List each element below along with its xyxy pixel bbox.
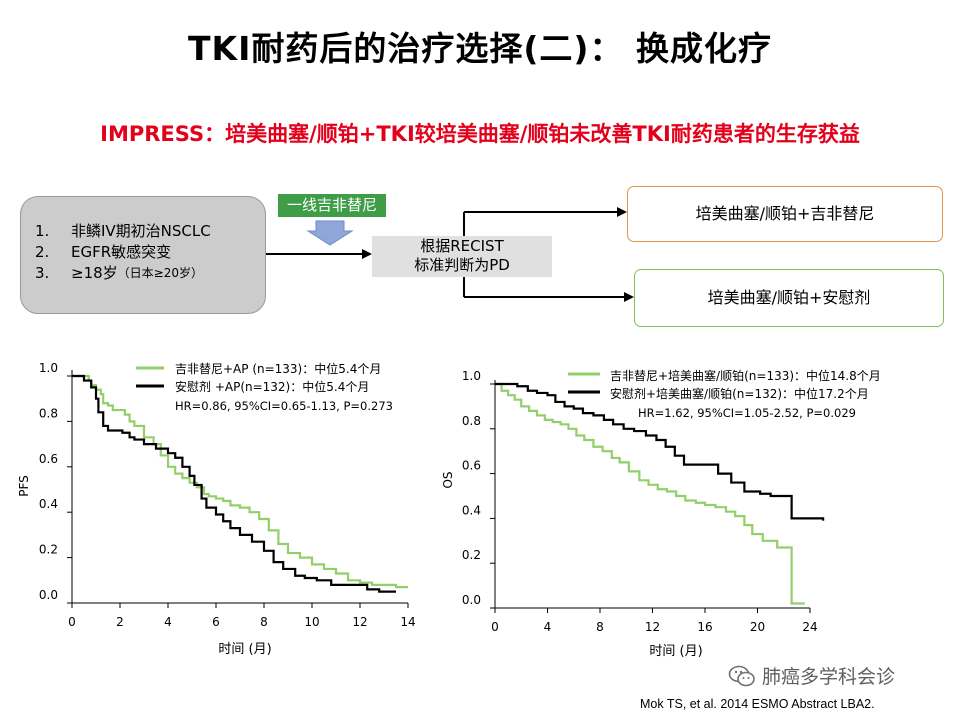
arrowhead-icon <box>617 207 627 217</box>
km-curve-series-2 <box>72 374 396 593</box>
os-chart: 0 4 8 12 16 20 240.00.20.40.60.81.0 OS 时间 (月) … <box>441 368 881 659</box>
pfs-chart: 0 2 4 6 8 10 12 14 0.0 0.2 0.4 0.6 0.8 1.0 PFS 时间 (月)… <box>17 361 416 657</box>
x-tick-label: 8 <box>596 620 604 634</box>
criterion-number: 2. <box>35 243 50 261</box>
x-tick-label: 12 <box>645 620 660 634</box>
criterion-item: 1. 非鳞IV期初治NSCLC <box>35 221 265 242</box>
criterion-text: 非鳞IV期初治NSCLC <box>71 222 211 240</box>
pfs-x-label: 时间 (月) <box>218 642 271 657</box>
x-tick-label: 4 <box>544 620 552 634</box>
criterion-text: ≥18岁 <box>71 264 118 282</box>
wechat-watermark: 肺癌多学科会诊 <box>728 662 895 689</box>
os-y-label: OS <box>441 471 455 488</box>
stats-label: HR=1.62, 95%CI=1.05-2.52, P=0.029 <box>638 406 856 420</box>
wechat-icon <box>728 665 755 686</box>
pd-line: 标准判断为PD <box>414 256 510 274</box>
x-tick-label: 8 <box>260 615 268 629</box>
legend-label: 安慰剂+培美曲塞/顺铂(n=132)：中位17.2个月 <box>610 386 869 401</box>
arrowhead-icon <box>362 249 372 259</box>
km-curve-series-1 <box>495 382 805 605</box>
x-tick-label: 24 <box>802 620 817 634</box>
arm-box-placebo: 培美曲塞/顺铂+安慰剂 <box>634 269 944 327</box>
x-tick-label: 0 <box>68 615 76 629</box>
y-tick-label: 0.6 <box>39 452 58 466</box>
y-tick-label: 0.8 <box>39 406 58 420</box>
criterion-text: EGFR敏感突变 <box>71 243 172 261</box>
stats-label: HR=0.86, 95%CI=0.65-1.13, P=0.273 <box>175 399 393 413</box>
km-curve-series-2 <box>495 382 825 521</box>
x-tick-label: 20 <box>750 620 765 634</box>
x-tick-label: 0 <box>491 620 499 634</box>
x-tick-label: 12 <box>352 615 367 629</box>
y-tick-label: 0.8 <box>462 414 481 428</box>
x-tick-label: 14 <box>400 615 415 629</box>
x-tick-label: 2 <box>116 615 124 629</box>
slide-subtitle: IMPRESS：培美曲塞/顺铂+TKI较培美曲塞/顺铂未改善TKI耐药患者的生存… <box>100 122 860 146</box>
y-tick-label: 0.6 <box>462 459 481 473</box>
criterion-item: 3. ≥18岁 （日本≥20岁） <box>35 263 265 284</box>
x-tick-label: 10 <box>304 615 319 629</box>
arm-box-gefitinib: 培美曲塞/顺铂+吉非替尼 <box>627 186 943 242</box>
down-arrow-icon <box>306 220 354 246</box>
y-tick-label: 0.0 <box>39 588 58 602</box>
pd-line: 根据RECIST <box>420 237 504 255</box>
km-curve-series-1 <box>72 374 408 589</box>
pd-criteria-box: 根据RECIST 标准判断为PD <box>372 236 552 277</box>
arrowhead-icon <box>624 292 634 302</box>
y-tick-label: 0.4 <box>462 503 481 517</box>
first-line-gefitinib-tag: 一线吉非替尼 <box>278 194 386 217</box>
criterion-item: 2. EGFR敏感突变 <box>35 242 265 263</box>
x-tick-label: 4 <box>164 615 172 629</box>
citation: Mok TS, et al. 2014 ESMO Abstract LBA2. <box>640 697 875 711</box>
legend-label: 安慰剂 +AP(n=132)：中位5.4个月 <box>175 379 369 394</box>
criterion-number: 1. <box>35 222 50 240</box>
criterion-note: （日本≥20岁） <box>117 266 203 280</box>
y-tick-label: 0.2 <box>39 543 58 557</box>
pfs-y-label: PFS <box>17 475 31 497</box>
watermark-text: 肺癌多学科会诊 <box>762 666 896 688</box>
os-x-label: 时间 (月) <box>649 644 702 659</box>
x-tick-label: 16 <box>697 620 712 634</box>
y-tick-label: 0.2 <box>462 548 481 562</box>
legend-label: 吉非替尼+AP (n=133)：中位5.4个月 <box>175 361 381 376</box>
page-title: TKI耐药后的治疗选择(二)： 换成化疗 <box>187 29 772 68</box>
y-tick-label: 0.4 <box>39 497 58 511</box>
y-tick-label: 1.0 <box>39 361 58 375</box>
criterion-number: 3. <box>35 264 50 282</box>
y-tick-label: 0.0 <box>462 593 481 607</box>
x-tick-label: 6 <box>212 615 220 629</box>
y-tick-label: 1.0 <box>462 369 481 383</box>
legend-label: 吉非替尼+培美曲塞/顺铂(n=133)：中位14.8个月 <box>610 368 881 383</box>
eligibility-criteria-box: 1. 非鳞IV期初治NSCLC 2. EGFR敏感突变 3. ≥18岁 （日本≥… <box>20 196 266 314</box>
